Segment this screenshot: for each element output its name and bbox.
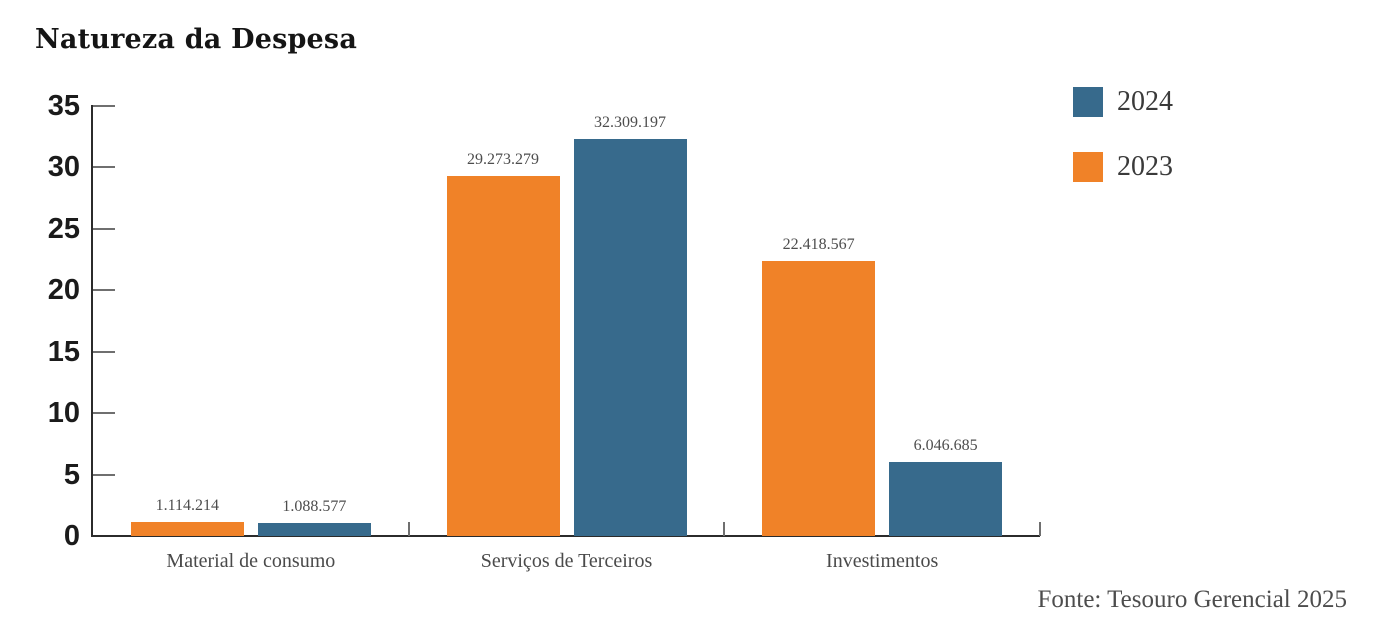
category-label-investimentos: Investimentos <box>826 550 939 572</box>
y-tick-label: 35 <box>47 90 80 122</box>
y-tick <box>93 227 115 230</box>
bar-value-label-2024-servicos-de-terceiros: 32.309.197 <box>594 114 666 132</box>
legend-swatch-2023 <box>1073 152 1103 182</box>
bar-2024-servicos-de-terceiros <box>573 139 687 536</box>
y-tick <box>93 105 115 107</box>
bar-2023-material-de-consumo <box>130 522 244 536</box>
legend-label-2023: 2023 <box>1117 151 1173 182</box>
bar-2023-investimentos <box>762 260 876 536</box>
y-tick <box>93 473 115 476</box>
y-tick-label: 30 <box>47 151 80 184</box>
y-tick-label: 0 <box>63 520 80 552</box>
x-axis-line <box>91 535 1040 537</box>
y-axis-line <box>91 105 93 537</box>
y-tick-label: 5 <box>63 458 80 491</box>
bar-value-label-2024-investimentos: 6.046.685 <box>913 436 978 454</box>
legend-label-2024: 2024 <box>1117 86 1173 117</box>
y-tick <box>93 350 115 353</box>
y-tick <box>93 166 115 169</box>
y-tick-label: 10 <box>47 397 80 430</box>
bar-value-label-2023-servicos-de-terceiros: 29.273.279 <box>467 151 539 169</box>
x-tick <box>1039 522 1041 536</box>
category-label-servicos-de-terceiros: Serviços de Terceiros <box>480 550 653 572</box>
source-note: Fonte: Tesouro Gerencial 2025 <box>1037 586 1347 613</box>
y-tick-label: 15 <box>47 335 80 368</box>
legend-swatch-2024 <box>1073 87 1103 117</box>
y-tick <box>93 412 115 415</box>
bar-value-label-2023-investimentos: 22.418.567 <box>782 235 855 253</box>
y-tick-label: 20 <box>47 274 80 307</box>
legend-item-2023: 2023 <box>1073 152 1173 182</box>
chart-title: Natureza da Despesa <box>35 24 358 55</box>
bar-2024-investimentos <box>889 461 1003 536</box>
x-tick <box>723 522 726 536</box>
bar-value-label-2024-material-de-consumo: 1.088.577 <box>282 497 347 515</box>
legend: 2024 2023 <box>1073 87 1173 217</box>
bar-2023-servicos-de-terceiros <box>446 176 560 536</box>
bar-value-label-2023-material-de-consumo: 1.114.214 <box>155 497 220 515</box>
legend-item-2024: 2024 <box>1073 87 1173 117</box>
y-tick-label: 25 <box>47 212 80 245</box>
category-label-material-de-consumo: Material de consumo <box>166 550 336 572</box>
x-tick <box>407 522 410 536</box>
bar-2024-material-de-consumo <box>257 522 371 536</box>
y-tick <box>93 289 115 292</box>
